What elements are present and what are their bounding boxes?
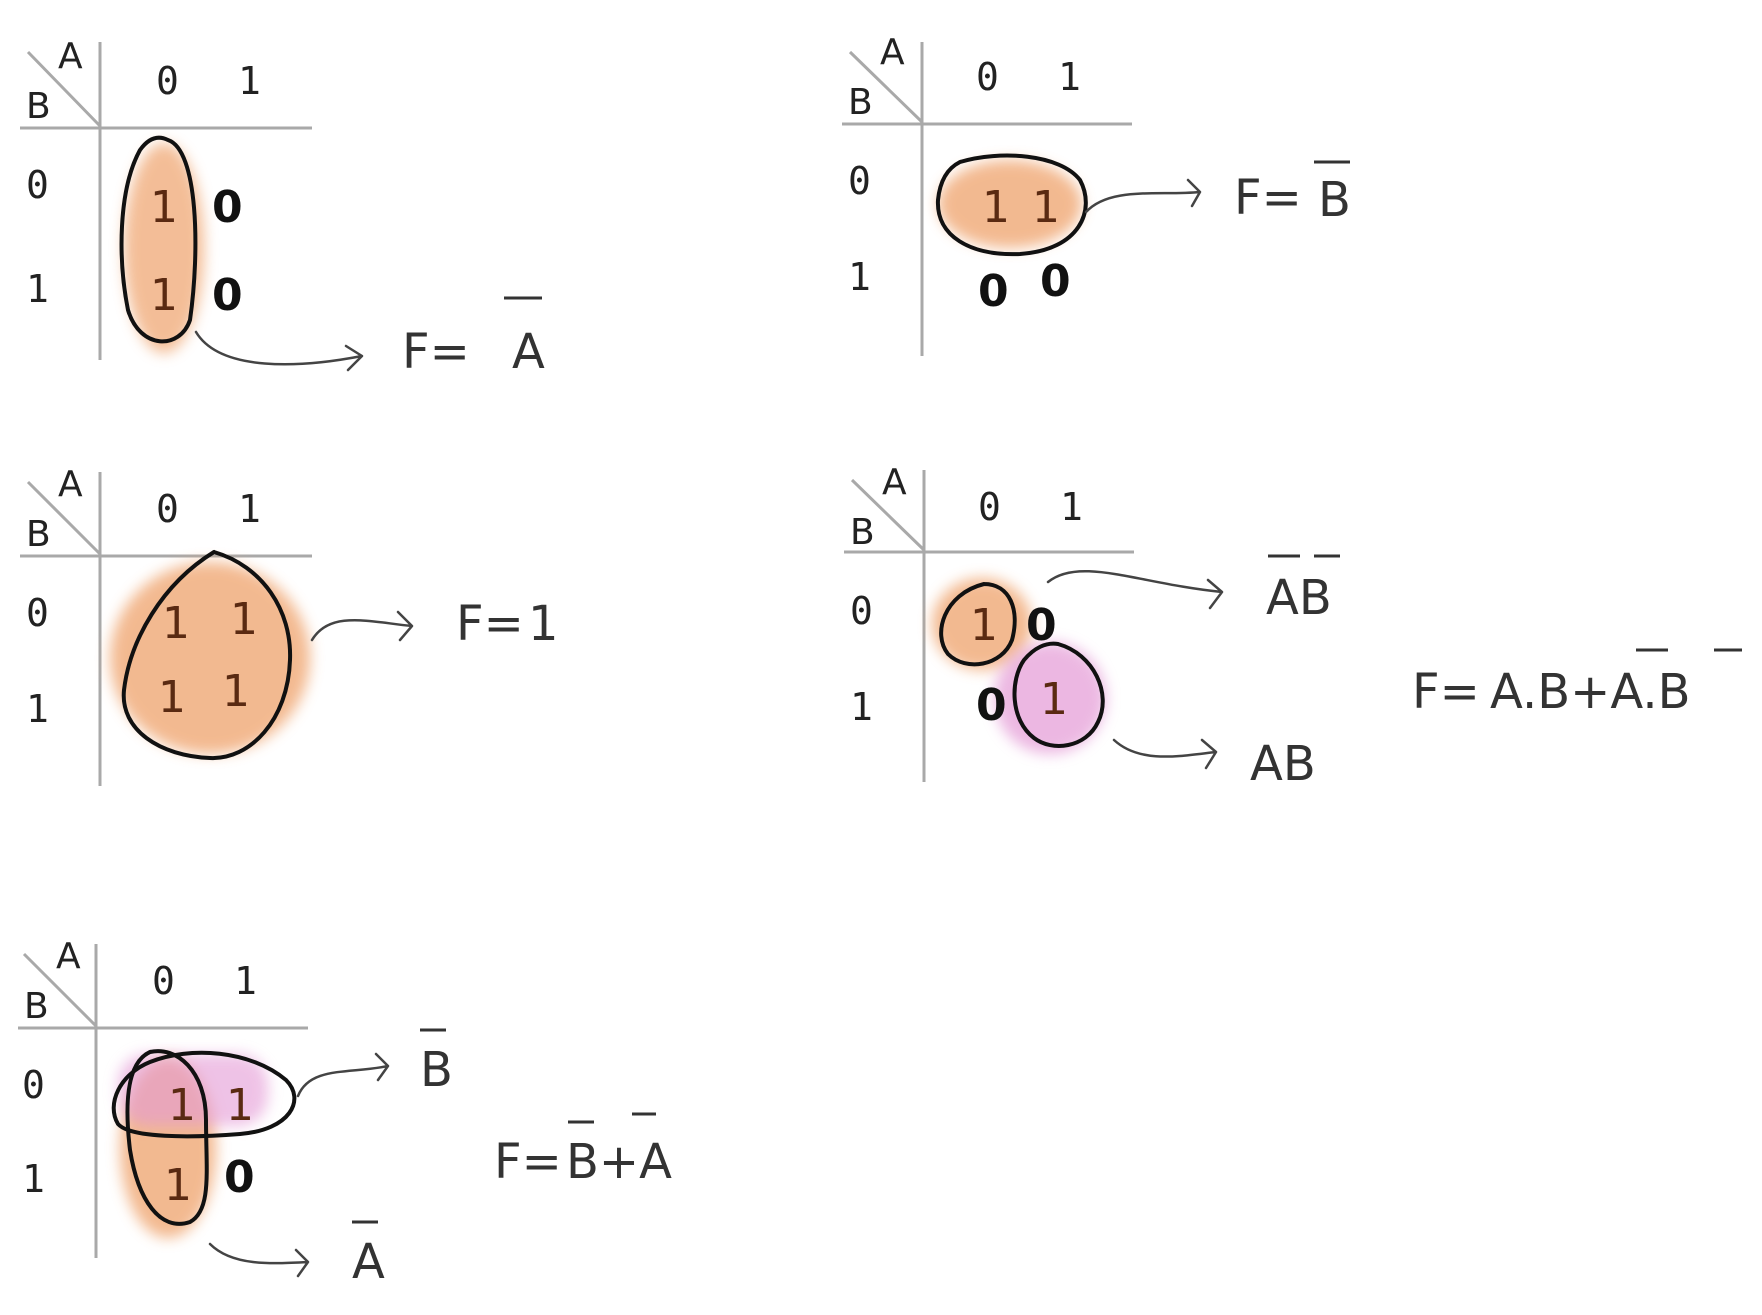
kmap-4-arrow-lower: [1112, 738, 1218, 770]
kmap-3-cell-00: 1: [162, 598, 190, 649]
kmap-3: A B 0 1 0 1 1 1 1 1 F= 1: [20, 464, 559, 786]
kmap-2-group-fill: [938, 160, 1082, 248]
kmap-1-cell-00: 1: [150, 182, 178, 233]
kmap-4-result-expression: A.B+A.B: [1490, 664, 1691, 720]
kmap-4-label-b: B: [850, 512, 875, 553]
kmap-2-col-1: 1: [1058, 55, 1081, 99]
kmap-4-arrow-upper: [1046, 569, 1224, 610]
kmap-5-label-b: B: [24, 986, 49, 1027]
kmap-1-group-loop: [119, 135, 198, 344]
kmap-3-row-1: 1: [26, 687, 49, 731]
kmap-4-cell-10: 0: [976, 680, 1007, 731]
kmap-4-cell-11: 1: [1040, 674, 1068, 725]
kmap-5-cell-10: 1: [164, 1160, 192, 1211]
kmap-2-arrow: [1084, 178, 1202, 214]
kmap-4-group-b-loop: [1012, 641, 1105, 748]
kmap-4-term-lower: AB: [1250, 736, 1316, 792]
kmap-3-col-0: 0: [156, 487, 179, 531]
kmap-3-corner-divider: [26, 480, 102, 556]
kmap-5-label-a: A: [56, 936, 81, 977]
kmap-2-cell-01: 1: [1032, 182, 1060, 233]
kmap-1-row-1: 1: [26, 267, 49, 311]
kmap-2-col-0: 0: [976, 55, 999, 99]
kmap-5-arrow-upper: [296, 1052, 390, 1098]
kmap-1-result-term: A: [512, 324, 545, 380]
kmap-5-row-1: 1: [22, 1157, 45, 1201]
kmap-5-result-prefix: F=: [494, 1134, 562, 1190]
kmap-5-cell-00: 1: [168, 1080, 196, 1131]
kmap-2-result-term: B: [1318, 172, 1351, 228]
kmap-3-result-term: 1: [528, 596, 559, 652]
kmap-3-result-prefix: F=: [456, 596, 524, 652]
kmap-3-label-b: B: [26, 514, 51, 555]
kmap-2-cell-00: 1: [982, 182, 1010, 233]
kmap-5: A B 0 1 0 1 1 1 1 0 B A F= B+A: [18, 936, 672, 1290]
kmap-2: A B 0 1 0 1 1 1 0 0 F= B: [842, 32, 1351, 356]
kmap-2-row-0: 0: [848, 159, 871, 203]
kmap-4-row-0: 0: [850, 589, 873, 633]
kmap-4-group-a-loop: [939, 582, 1017, 667]
kmap-4-corner-divider: [850, 478, 926, 552]
kmap-3-cell-10: 1: [158, 672, 186, 723]
kmap-1-cell-10: 1: [150, 270, 178, 321]
kmap-1-col-1: 1: [238, 59, 261, 103]
kmap-1-col-0: 0: [156, 59, 179, 103]
kmap-1-corner-divider: [26, 50, 102, 128]
kmap-3-cell-01: 1: [230, 594, 258, 645]
kmap-4-label-a: A: [882, 462, 907, 503]
kmap-2-cell-11: 0: [1040, 256, 1071, 307]
kmap-1-cell-11: 0: [212, 270, 243, 321]
kmap-5-term-lower: A: [352, 1234, 385, 1290]
kmap-3-group-loop: [121, 550, 293, 761]
kmap-2-cell-10: 0: [978, 266, 1009, 317]
kmap-5-col-1: 1: [234, 959, 257, 1003]
kmap-2-label-b: B: [848, 82, 873, 123]
kmap-5-row-0: 0: [22, 1063, 45, 1107]
kmap-5-corner-divider: [22, 952, 98, 1028]
kmap-5-cell-11: 0: [224, 1152, 255, 1203]
kmap-4-result-prefix: F=: [1412, 664, 1480, 720]
kmap-5-col-0: 0: [152, 959, 175, 1003]
kmap-5-group-b-loop: [111, 1050, 297, 1139]
kmap-3-arrow: [310, 610, 414, 642]
kmap-1-group-fill: [124, 143, 204, 353]
kmap-5-term-upper: B: [420, 1042, 453, 1098]
kmap-5-result-expression: B+A: [566, 1134, 672, 1190]
kmap-3-cell-11: 1: [222, 666, 250, 717]
kmap-4-cell-00: 1: [970, 600, 998, 651]
kmap-1-row-0: 0: [26, 163, 49, 207]
kmap-2-group-loop: [935, 153, 1088, 257]
kmap-3-group-fill: [110, 562, 310, 754]
kmap-2-label-a: A: [880, 32, 905, 73]
kmap-4-col-0: 0: [978, 485, 1001, 529]
kmap-2-corner-divider: [848, 50, 924, 124]
kmap-1: A B 0 1 0 1 1 0 1 0 F= A: [20, 36, 545, 380]
kmap-4-term-upper: AB: [1266, 570, 1332, 626]
kmap-4-cell-01: 0: [1026, 600, 1057, 651]
kmap-4-row-1: 1: [850, 685, 873, 729]
kmap-3-row-0: 0: [26, 591, 49, 635]
kmap-1-arrow: [194, 330, 364, 372]
kmap-4-col-1: 1: [1060, 485, 1083, 529]
kmap-1-label-b: B: [26, 86, 51, 127]
kmap-5-cell-01: 1: [226, 1080, 254, 1131]
kmap-5-group-a-loop: [125, 1049, 209, 1226]
kmap-5-group-b-fill: [118, 1054, 268, 1126]
kmap-1-label-a: A: [58, 36, 83, 77]
kmap-5-arrow-lower: [208, 1242, 310, 1278]
kmap-2-row-1: 1: [848, 255, 871, 299]
kmap-3-col-1: 1: [238, 487, 261, 531]
kmap-3-label-a: A: [58, 464, 83, 505]
kmap-2-result-prefix: F=: [1234, 170, 1302, 226]
kmap-1-cell-01: 0: [212, 182, 243, 233]
kmap-1-result-prefix: F=: [402, 324, 470, 380]
kmap-4: A B 0 1 0 1 1 0 0 1 AB AB F= A.B+A.B: [844, 462, 1742, 792]
